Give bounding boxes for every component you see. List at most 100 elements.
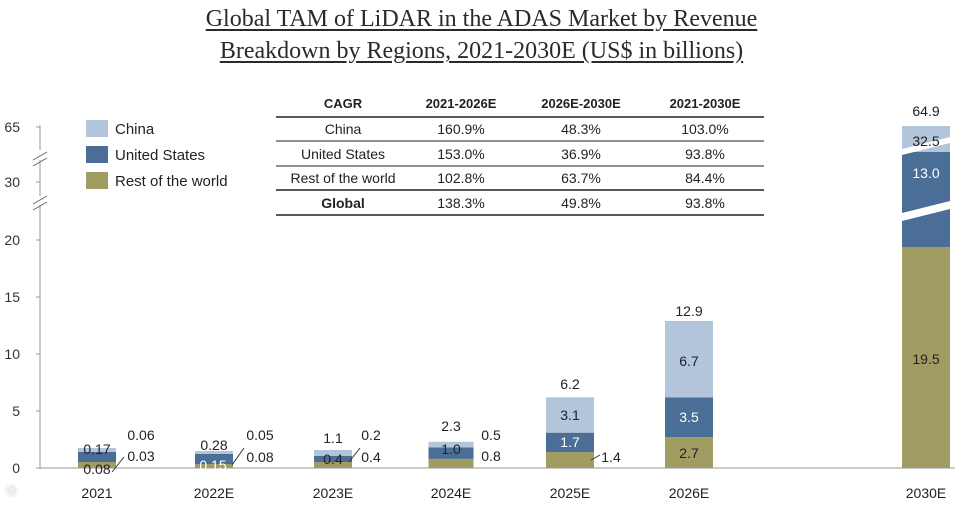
watermark-icon: ◎ [6,482,18,497]
bar-china-2026E [665,320,713,398]
us-label: 0.4 [323,451,343,467]
total-label: 0.28 [200,437,227,453]
x-tick-label: 2023E [313,485,353,501]
table-cell: 36.9% [561,146,601,162]
china-label: 0.5 [481,427,501,443]
total-label: 6.2 [560,376,580,392]
china-label: 3.1 [560,407,580,423]
rw-label: 1.4 [601,449,621,465]
us-label: 0.03 [127,448,154,464]
legend-label: United States [115,147,205,164]
y-tick-label: 20 [4,232,20,248]
china-label: 6.7 [679,353,699,369]
leader-line [348,447,361,463]
x-tick-label: 2025E [550,485,590,501]
x-tick-label: 2024E [431,485,471,501]
table-cell: 48.3% [561,121,601,137]
table-cell: United States [301,146,385,162]
table-cell: 93.8% [685,146,725,162]
total-label: 2.3 [441,418,461,434]
table-cell: 49.8% [561,195,601,211]
bar-united-states-2024E [428,447,474,459]
rw-label: 19.5 [912,351,939,367]
legend-swatch-china [86,120,108,137]
table-cell: Global [321,195,365,211]
leader-line [111,456,125,473]
chart-title-line-2: Breakdown by Regions, 2021-2030E (US$ in… [219,38,744,64]
axis-break-mark [32,151,48,161]
us-label: 1.0 [441,441,461,457]
table-cell: 160.9% [437,121,484,137]
bar-china-2025E [546,397,594,433]
chart-title-line-1: Global TAM of LiDAR in the ADAS Market b… [205,6,758,32]
legend-label: Rest of the world [115,173,228,190]
rw-label: 0.08 [83,461,110,477]
rw-label: 0.08 [246,449,273,465]
bar-china-2021 [78,448,116,452]
bar-rest-of-world-2024E [428,458,474,468]
axis-break-mark [32,195,48,205]
us-label: 0.15 [199,457,226,473]
y-tick-label: 5 [12,403,20,419]
bar-united-states-2022E [195,454,233,464]
total-label: 1.1 [323,430,343,446]
bar-rest-of-world-2025E [546,452,594,468]
table-cell: 93.8% [685,195,725,211]
rw-label: 2.7 [679,445,699,461]
bar-united-states-2026E [665,397,713,438]
axis-break-mark [32,157,48,167]
bar-rest-of-world-2023E [314,462,352,468]
rw-label: 0.8 [481,448,501,464]
us-label: 1.7 [560,434,580,450]
table-cell: 102.8% [437,170,484,186]
leader-line [590,454,601,461]
china-label: 0.2 [361,427,381,443]
leader-line [231,447,245,466]
axis-break-mark [32,201,48,211]
china-label: 0.06 [127,427,154,443]
us-label: 3.5 [679,409,699,425]
bar-china-2022E [195,451,233,454]
table-header: 2026E-2030E [541,96,621,111]
total-label: 0.17 [83,441,110,457]
table-cell: China [325,121,362,137]
y-tick-label: 0 [12,460,20,476]
china-label: 0.05 [246,427,273,443]
china-label: 32.5 [912,133,939,149]
table-cell: 84.4% [685,170,725,186]
x-tick-label: 2021 [81,485,112,501]
bar-break-gap [898,136,954,156]
total-label: 12.9 [675,303,702,319]
table-cell: 138.3% [437,195,484,211]
bar-rest-of-world-2030E [902,247,950,468]
y-tick-label: 15 [4,289,20,305]
table-header: 2021-2030E [670,96,741,111]
bar-united-states-2023E [314,456,352,462]
bar-china-2023E [314,450,352,456]
x-tick-label: 2022E [194,485,234,501]
bar-break-gap [898,200,954,222]
x-tick-label: 2026E [669,485,709,501]
rw-label: 0.4 [361,449,381,465]
x-tick-label: 2030E [906,485,946,501]
bar-rest-of-world-2026E [665,437,713,468]
legend-label: China [115,121,155,138]
bar-united-states-2025E [546,432,594,453]
legend-swatch-rest-of-the-world [86,172,108,189]
table-cell: 153.0% [437,146,484,162]
table-cell: 63.7% [561,170,601,186]
bar-rest-of-world-2021 [78,462,116,468]
bar-rest-of-world-2022E [195,464,233,468]
table-cell: Rest of the world [290,170,395,186]
bar-china-2024E [428,441,474,448]
y-tick-label: 65 [4,119,20,135]
us-label: 13.0 [912,165,939,181]
table-cell: 103.0% [681,121,728,137]
bar-united-states-2021 [78,452,116,462]
table-header: CAGR [324,96,363,111]
bar-united-states-2030E [902,152,950,247]
total-label: 64.9 [912,103,939,119]
table-header: 2021-2026E [426,96,497,111]
y-tick-label: 10 [4,346,20,362]
